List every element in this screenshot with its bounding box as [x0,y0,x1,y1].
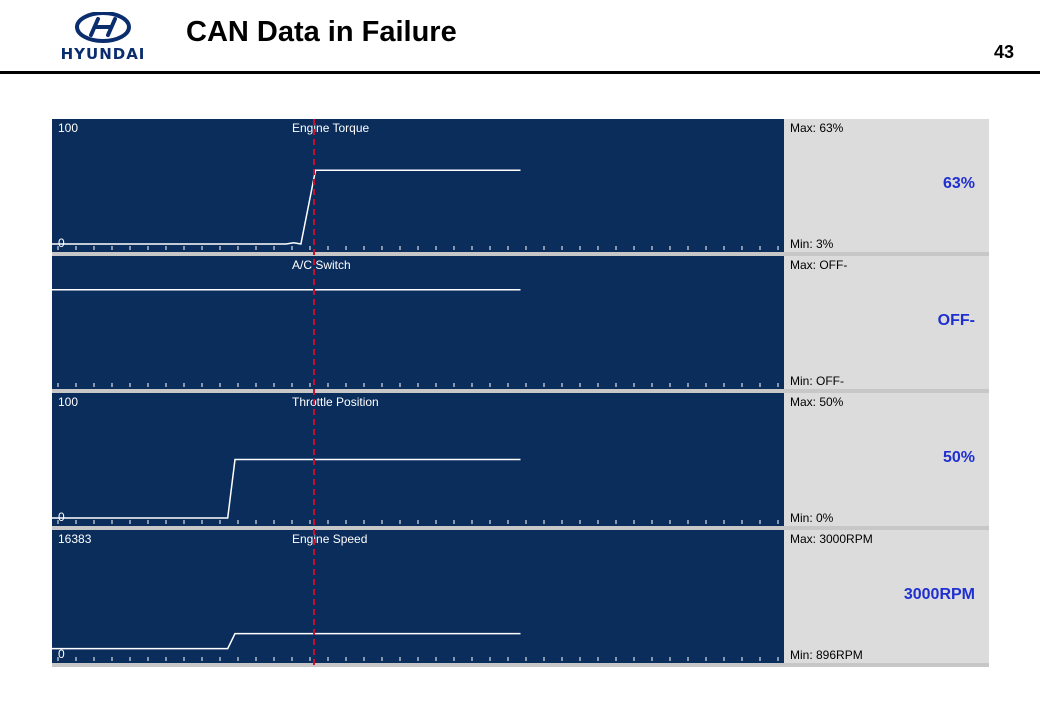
signal-trace [52,169,521,245]
throttle-position-chart [52,458,779,524]
y-max-label: 16383 [58,532,92,546]
chart-panel-engine-speed: 16383 Engine Speed 0 Max: 3000RPM 3000RP… [52,530,989,667]
chart-panel-throttle-position: 100 Throttle Position 0 Max: 50% 50% Min… [52,393,989,530]
current-value: 63% [942,175,975,192]
current-value: 50% [942,449,975,466]
y-min-label: 0 [58,510,65,524]
plot-area: A/C Switch [52,256,784,389]
max-readout: Max: OFF- [790,258,848,272]
value-panel: Max: 3000RPM 3000RPM Min: 896RPM [784,530,989,663]
signal-trace [52,458,521,519]
page-title: CAN Data in Failure [186,16,457,48]
ac-switch-chart [52,288,779,387]
y-min-label: 0 [58,236,65,250]
chart-title: Engine Torque [292,121,370,135]
current-value: OFF- [937,312,975,329]
plot-area: 100 Engine Torque 0 [52,119,784,252]
min-readout: Min: OFF- [790,374,844,388]
header-divider [0,71,1040,74]
chart-title: A/C Switch [292,258,351,272]
min-readout: Min: 0% [790,511,834,525]
max-readout: Max: 63% [790,121,844,135]
engine-torque-chart [52,169,779,250]
value-panel: Max: 63% 63% Min: 3% [784,119,989,252]
value-panel: Max: OFF- OFF- Min: OFF- [784,256,989,389]
y-max-label: 100 [58,395,79,409]
y-max-label: 100 [58,121,79,135]
chart-title: Throttle Position [292,395,379,409]
page-number: 43 [994,42,1015,62]
logo-wordmark: HYUNDAI [60,45,146,63]
chart-panel-engine-torque: 100 Engine Torque 0 Max: 63% 63% Min: 3% [52,119,989,256]
chart-panel-ac-switch: A/C Switch Max: OFF- OFF- Min: OFF- [52,256,989,393]
min-readout: Min: 3% [790,237,834,251]
value-panel: Max: 50% 50% Min: 0% [784,393,989,526]
chart-title: Engine Speed [292,532,368,546]
max-readout: Max: 50% [790,395,844,409]
current-value: 3000RPM [903,586,975,603]
max-readout: Max: 3000RPM [790,532,873,546]
hyundai-emblem-icon [75,11,131,43]
y-min-label: 0 [58,647,65,661]
engine-speed-chart [52,632,779,661]
slide-header: HYUNDAI CAN Data in Failure 43 [0,0,1040,76]
min-readout: Min: 896RPM [790,648,863,662]
plot-area: 16383 Engine Speed 0 [52,530,784,663]
plot-area: 100 Throttle Position 0 [52,393,784,526]
hyundai-logo: HYUNDAI [50,11,156,64]
signal-trace [52,632,521,650]
can-data-monitor: 100 Engine Torque 0 Max: 63% 63% Min: 3%… [52,119,989,670]
